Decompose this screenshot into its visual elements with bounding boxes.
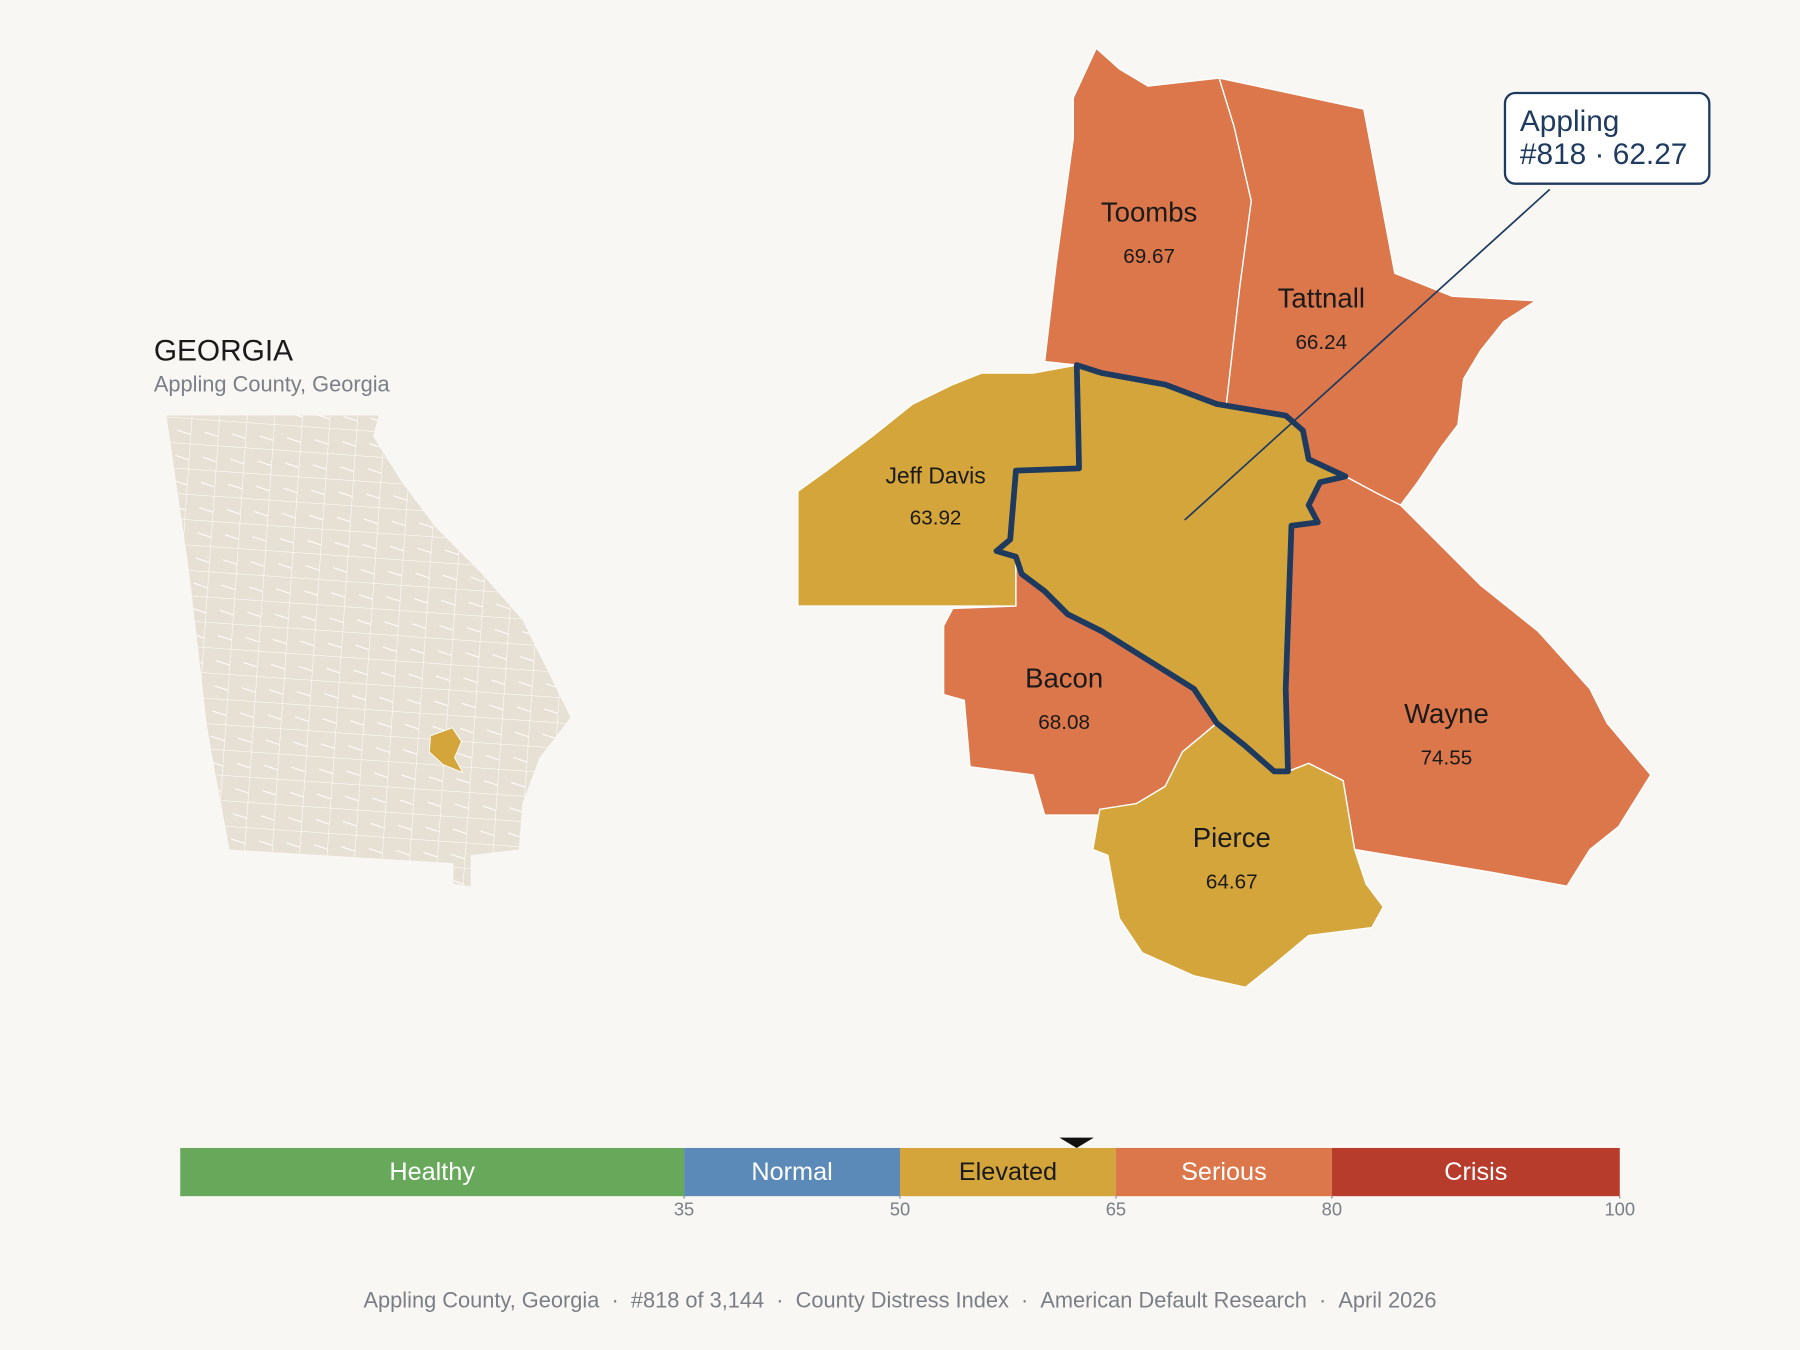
county-score: 68.08: [1038, 711, 1090, 734]
callout-name: Appling: [1520, 105, 1620, 138]
state-subtitle: Appling County, Georgia: [154, 371, 391, 396]
legend-label: Normal: [751, 1158, 832, 1186]
county-name: Toombs: [1101, 197, 1197, 228]
state-highlight: [428, 727, 464, 774]
footer-part: #818 of 3,144: [625, 1288, 770, 1313]
footer-separator: ·: [605, 1288, 624, 1313]
score-marker: [1059, 1137, 1094, 1148]
legend: Healthy Normal Elevated Serious Crisis 35 50 65…: [180, 1137, 1635, 1220]
footer: Appling County, Georgia · #818 of 3,144 …: [357, 1288, 1442, 1313]
footer-part: April 2026: [1332, 1288, 1442, 1313]
county-name: Jeff Davis: [885, 462, 985, 488]
legend-segment: [180, 1147, 685, 1197]
legend-label: Elevated: [959, 1158, 1057, 1186]
legend-segment: [900, 1147, 1116, 1197]
legend-segment: [1115, 1147, 1332, 1197]
footer-part: County Distress Index: [790, 1288, 1015, 1313]
county-toombs: [1043, 47, 1252, 409]
callout-label: #818 · 62.27: [1520, 138, 1688, 171]
county-score: 66.24: [1295, 331, 1347, 354]
county-pierce: [1092, 722, 1384, 988]
county-name: Wayne: [1404, 698, 1489, 729]
footer-part: Appling County, Georgia: [357, 1288, 605, 1313]
county-name: Tattnall: [1278, 283, 1365, 314]
legend-label: Crisis: [1444, 1158, 1507, 1186]
callout-box: [1503, 91, 1711, 185]
county-score: 69.67: [1123, 245, 1175, 268]
county-name: Bacon: [1025, 663, 1103, 694]
county-name: Pierce: [1193, 822, 1271, 853]
legend-label: Healthy: [389, 1158, 475, 1186]
legend-segment: [684, 1147, 900, 1197]
footer-separator: ·: [1015, 1288, 1034, 1313]
footer-part: American Default Research: [1034, 1288, 1313, 1313]
county-score: 63.92: [910, 507, 962, 530]
county-score: 64.67: [1206, 871, 1258, 894]
tick-label: 100: [1604, 1199, 1635, 1220]
footer-separator: ·: [1313, 1288, 1332, 1313]
legend-segment: [1331, 1147, 1620, 1197]
county-appling: [993, 362, 1349, 775]
tick-label: 80: [1322, 1199, 1342, 1220]
state-title: GEORGIA: [154, 334, 293, 367]
callout-leader: [1184, 188, 1551, 521]
footer-separator: ·: [770, 1288, 789, 1313]
tick-label: 35: [674, 1199, 694, 1220]
state-locator: [166, 415, 571, 887]
legend-label: Serious: [1181, 1158, 1267, 1186]
county-grid: [166, 415, 571, 887]
county-score: 74.55: [1421, 747, 1473, 770]
county-labels: Toombs 69.67 Tattnall 66.24 Jeff Davis 63.92 B…: [885, 197, 1488, 894]
tick-label: 50: [890, 1199, 910, 1220]
county-tattnall: [1218, 77, 1537, 506]
tick-label: 65: [1106, 1199, 1126, 1220]
